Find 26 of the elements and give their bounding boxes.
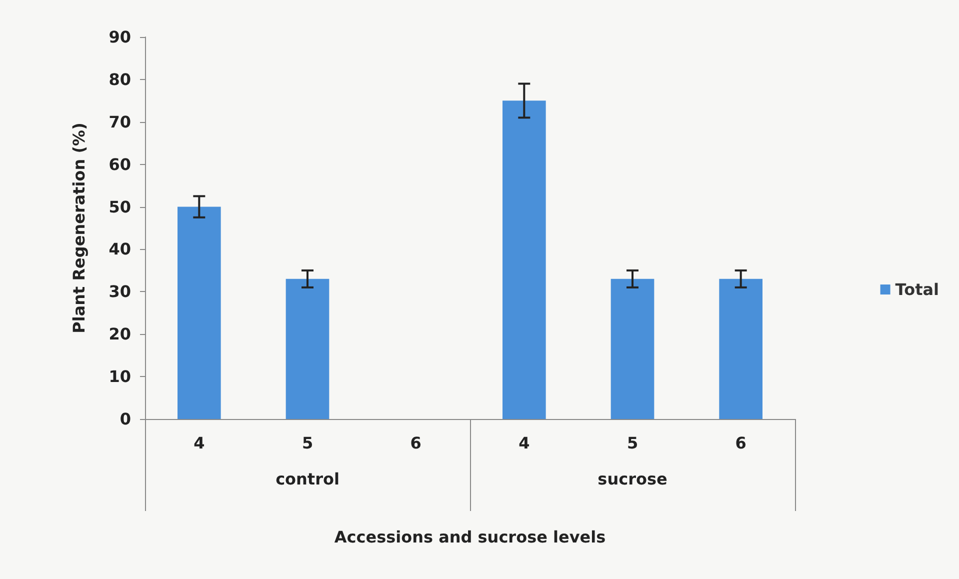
y-tick-label: 20 xyxy=(108,324,131,344)
y-tick-label: 0 xyxy=(120,410,131,428)
bar xyxy=(610,278,654,419)
x-axis-title: Accessions and sucrose levels xyxy=(334,528,606,546)
x-tick-label: 6 xyxy=(735,434,746,452)
bar xyxy=(286,278,330,419)
y-tick-label: 80 xyxy=(108,70,131,89)
y-tick-label: 70 xyxy=(108,112,131,132)
y-tick-label: 10 xyxy=(108,367,131,386)
y-tick-label: 30 xyxy=(108,282,131,302)
x-tick-label: 5 xyxy=(626,434,638,452)
text: sucrose xyxy=(598,470,668,488)
x-tick-label: 5 xyxy=(302,434,314,452)
y-axis-title: Plant Regeneration (%) xyxy=(70,122,88,334)
bar xyxy=(719,278,762,419)
bar xyxy=(178,206,221,419)
y-tick-label: 40 xyxy=(108,240,131,259)
y-tick-label: 90 xyxy=(108,28,131,46)
bar xyxy=(502,100,546,419)
x-tick-label: 4 xyxy=(518,434,530,452)
y-tick-label: 50 xyxy=(108,197,131,216)
y-tick-label: 60 xyxy=(108,154,131,174)
x-tick-label: 4 xyxy=(194,434,205,452)
x-tick-label: 6 xyxy=(410,434,422,452)
legend-label: Total xyxy=(895,280,940,299)
text: control xyxy=(276,470,340,488)
